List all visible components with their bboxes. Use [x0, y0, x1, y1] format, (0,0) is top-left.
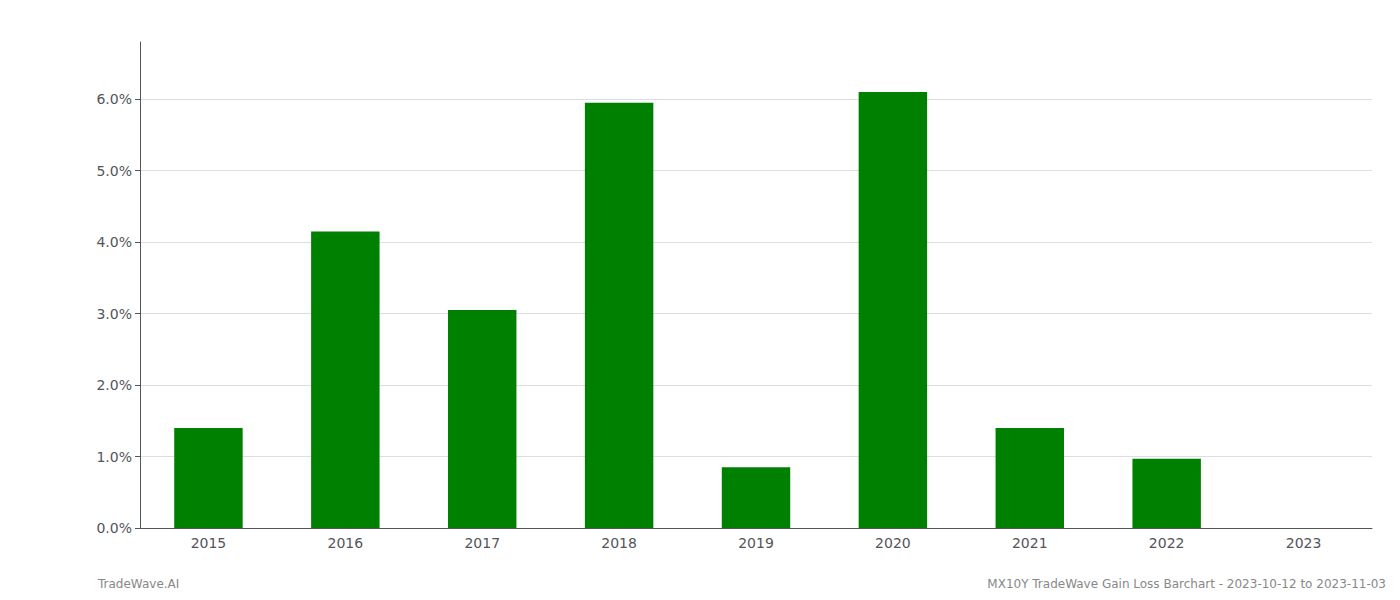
svg-text:2017: 2017: [464, 535, 500, 551]
svg-text:6.0%: 6.0%: [96, 91, 132, 107]
svg-text:0.0%: 0.0%: [96, 520, 132, 536]
svg-text:2018: 2018: [601, 535, 637, 551]
svg-text:2015: 2015: [191, 535, 227, 551]
svg-text:2016: 2016: [328, 535, 364, 551]
svg-text:2021: 2021: [1012, 535, 1048, 551]
svg-text:3.0%: 3.0%: [96, 306, 132, 322]
svg-text:2.0%: 2.0%: [96, 377, 132, 393]
svg-text:4.0%: 4.0%: [96, 234, 132, 250]
svg-text:2022: 2022: [1149, 535, 1185, 551]
svg-text:MX10Y TradeWave Gain Loss Barc: MX10Y TradeWave Gain Loss Barchart - 202…: [987, 577, 1386, 591]
svg-text:2023: 2023: [1286, 535, 1322, 551]
svg-text:2019: 2019: [738, 535, 774, 551]
svg-text:2020: 2020: [875, 535, 911, 551]
svg-text:TradeWave.AI: TradeWave.AI: [97, 577, 179, 591]
svg-text:5.0%: 5.0%: [96, 163, 132, 179]
svg-text:1.0%: 1.0%: [96, 449, 132, 465]
